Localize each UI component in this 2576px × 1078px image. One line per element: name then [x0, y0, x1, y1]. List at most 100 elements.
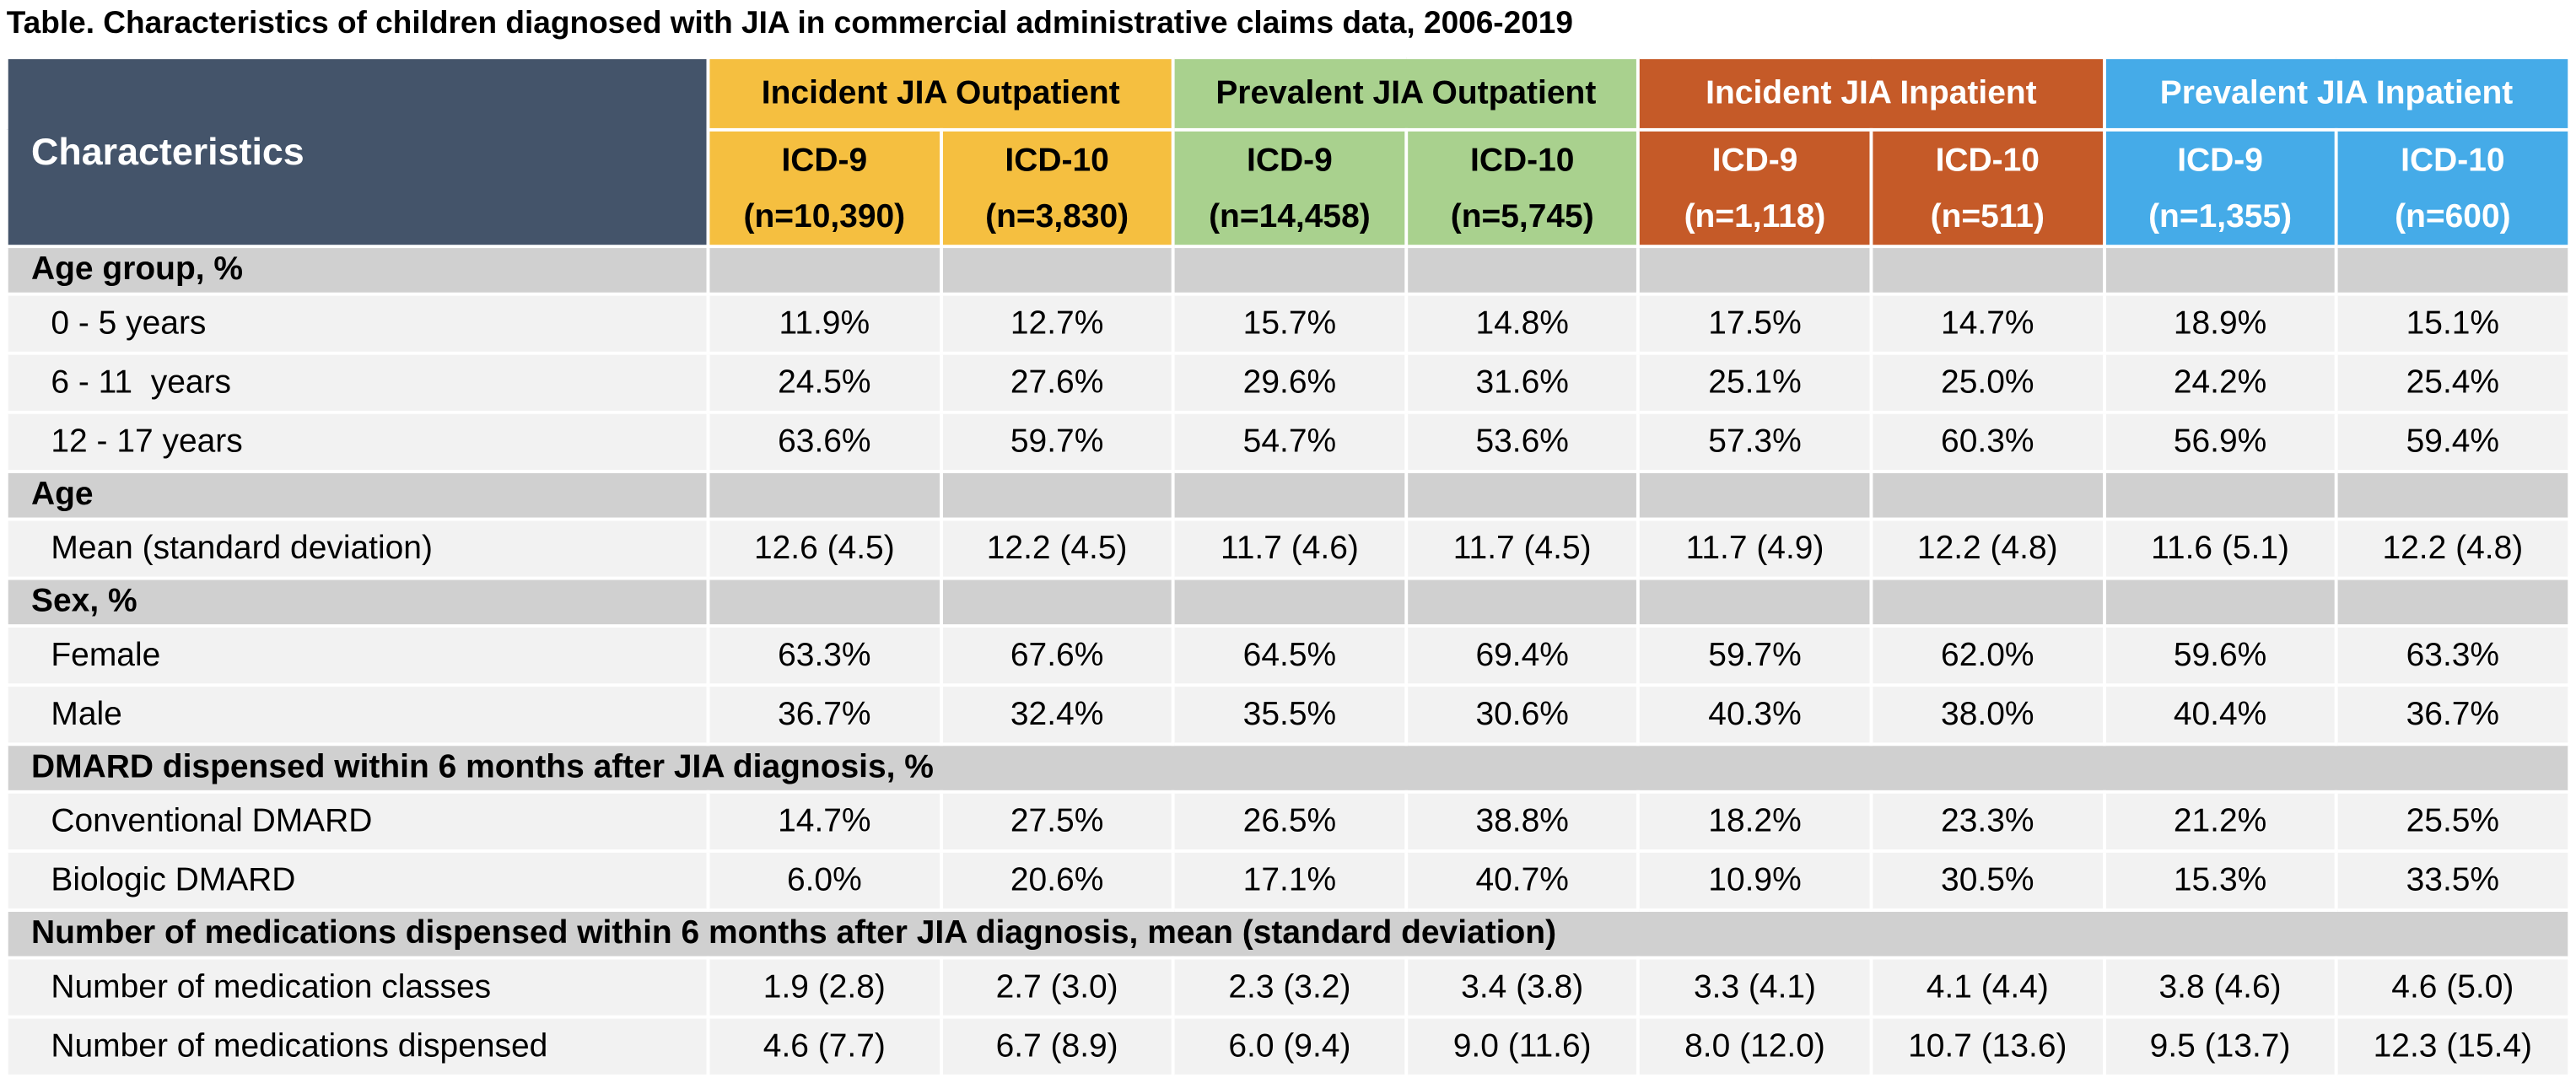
- value-cell: 17.1%: [1172, 849, 1408, 912]
- data-row: Number of medications dispensed 4.6 (7.7)…: [4, 1015, 2571, 1078]
- characteristics-header: Characteristics: [4, 56, 710, 249]
- row-label: Female: [4, 624, 710, 687]
- column-n: (n=5,745): [1450, 197, 1594, 234]
- column-code: ICD-10: [1935, 142, 2040, 179]
- row-label: Male: [4, 683, 710, 747]
- column-header: ICD-9 (n=1,355): [2102, 127, 2338, 249]
- column-header: ICD-10 (n=3,830): [939, 127, 1175, 249]
- section-row: Number of medications dispensed within 6…: [4, 908, 2571, 960]
- section-cell: [706, 470, 943, 521]
- column-n: (n=600): [2395, 197, 2511, 234]
- value-cell: 36.7%: [706, 683, 943, 747]
- section-cell: [706, 245, 943, 296]
- column-code: ICD-10: [1005, 142, 1109, 179]
- data-row: 0 - 5 years 11.9% 12.7% 15.7% 14.8% 17.5% 14.7…: [4, 292, 2571, 355]
- value-cell: 60.3%: [1869, 410, 2106, 473]
- value-cell: 11.7 (4.5): [1404, 517, 1641, 580]
- section-cell: [2102, 470, 2338, 521]
- value-cell: 14.8%: [1404, 292, 1641, 355]
- column-n: (n=14,458): [1209, 197, 1371, 234]
- value-cell: 40.3%: [1636, 683, 1873, 747]
- section-row: Age group, %: [4, 245, 2571, 296]
- column-code: ICD-10: [2401, 142, 2505, 179]
- value-cell: 38.0%: [1869, 683, 2106, 747]
- data-row: 12 - 17 years 63.6% 59.7% 54.7% 53.6% 57.3% 60…: [4, 410, 2571, 473]
- value-cell: 4.6 (5.0): [2335, 956, 2571, 1019]
- value-cell: 12.2 (4.8): [2335, 517, 2571, 580]
- column-n: (n=1,355): [2148, 197, 2293, 234]
- section-cell: [1404, 470, 1641, 521]
- value-cell: 2.3 (3.2): [1172, 956, 1408, 1019]
- value-cell: 11.7 (4.6): [1172, 517, 1408, 580]
- row-label: Number of medications dispensed: [4, 1015, 710, 1078]
- data-table: Characteristics Incident JIA Outpatient Pr…: [4, 56, 2571, 1078]
- value-cell: 35.5%: [1172, 683, 1408, 747]
- section-label: Number of medications dispensed within 6…: [4, 908, 2571, 960]
- value-cell: 4.1 (4.4): [1869, 956, 2106, 1019]
- row-label: 6 - 11 years: [4, 351, 710, 414]
- section-cell: [1869, 576, 2106, 628]
- value-cell: 24.2%: [2102, 351, 2338, 414]
- header-row: Characteristics Incident JIA Outpatient Pr…: [4, 56, 2571, 249]
- column-header: ICD-10 (n=600): [2335, 127, 2571, 249]
- group-header: Incident JIA Outpatient: [706, 56, 1175, 132]
- value-cell: 1.9 (2.8): [706, 956, 943, 1019]
- section-cell: [1869, 470, 2106, 521]
- value-cell: 25.1%: [1636, 351, 1873, 414]
- value-cell: 11.6 (5.1): [2102, 517, 2338, 580]
- value-cell: 11.7 (4.9): [1636, 517, 1873, 580]
- value-cell: 30.6%: [1404, 683, 1641, 747]
- row-label: Conventional DMARD: [4, 790, 710, 853]
- value-cell: 29.6%: [1172, 351, 1408, 414]
- column-header: ICD-10 (n=511): [1869, 127, 2106, 249]
- section-cell: [939, 245, 1175, 296]
- value-cell: 3.3 (4.1): [1636, 956, 1873, 1019]
- section-cell: [2335, 245, 2571, 296]
- value-cell: 21.2%: [2102, 790, 2338, 853]
- column-code: ICD-9: [781, 142, 868, 179]
- value-cell: 12.7%: [939, 292, 1175, 355]
- row-label: Number of medication classes: [4, 956, 710, 1019]
- column-code: ICD-9: [2177, 142, 2263, 179]
- header-row: ICD-9 (n=10,390) ICD-10 (n=3,830) ICD-9 (n=14…: [7, 127, 2571, 249]
- row-label: 12 - 17 years: [4, 410, 710, 473]
- value-cell: 14.7%: [1869, 292, 2106, 355]
- value-cell: 15.1%: [2335, 292, 2571, 355]
- value-cell: 59.6%: [2102, 624, 2338, 687]
- section-cell: [2102, 245, 2338, 296]
- section-row: Sex, %: [4, 576, 2571, 628]
- data-row: 6 - 11 years 24.5% 27.6% 29.6% 31.6% 25.1% 25.…: [4, 351, 2571, 414]
- section-row: Age: [4, 470, 2571, 521]
- value-cell: 40.7%: [1404, 849, 1641, 912]
- column-code: ICD-10: [1470, 142, 1575, 179]
- value-cell: 67.6%: [939, 624, 1175, 687]
- section-cell: [1636, 245, 1873, 296]
- value-cell: 10.9%: [1636, 849, 1873, 912]
- section-cell: [1404, 576, 1641, 628]
- value-cell: 59.7%: [939, 410, 1175, 473]
- value-cell: 62.0%: [1869, 624, 2106, 687]
- section-cell: [1636, 470, 1873, 521]
- column-header: ICD-9 (n=10,390): [706, 127, 943, 249]
- value-cell: 59.7%: [1636, 624, 1873, 687]
- value-cell: 14.7%: [706, 790, 943, 853]
- group-header: Incident JIA Inpatient: [1636, 56, 2106, 132]
- value-cell: 25.4%: [2335, 351, 2571, 414]
- column-code: ICD-9: [1711, 142, 1798, 179]
- value-cell: 12.2 (4.5): [939, 517, 1175, 580]
- value-cell: 9.5 (13.7): [2102, 1015, 2338, 1078]
- value-cell: 20.6%: [939, 849, 1175, 912]
- section-label: DMARD dispensed within 6 months after JI…: [4, 742, 2571, 794]
- value-cell: 40.4%: [2102, 683, 2338, 747]
- data-row: Biologic DMARD 6.0% 20.6% 17.1% 40.7% 10.9% 30…: [4, 849, 2571, 912]
- data-row: Female 63.3% 67.6% 64.5% 69.4% 59.7% 62.0% 59.6…: [4, 624, 2571, 687]
- value-cell: 18.2%: [1636, 790, 1873, 853]
- table-header: Characteristics Incident JIA Outpatient Pr…: [4, 56, 2571, 249]
- value-cell: 9.0 (11.6): [1404, 1015, 1641, 1078]
- column-n: (n=3,830): [985, 197, 1129, 234]
- value-cell: 12.6 (4.5): [706, 517, 943, 580]
- row-label: Biologic DMARD: [4, 849, 710, 912]
- data-row: Number of medication classes 1.9 (2.8) 2.7…: [4, 956, 2571, 1019]
- data-row: Male 36.7% 32.4% 35.5% 30.6% 40.3% 38.0% 40.4% 3…: [4, 683, 2571, 747]
- section-cell: [1404, 245, 1641, 296]
